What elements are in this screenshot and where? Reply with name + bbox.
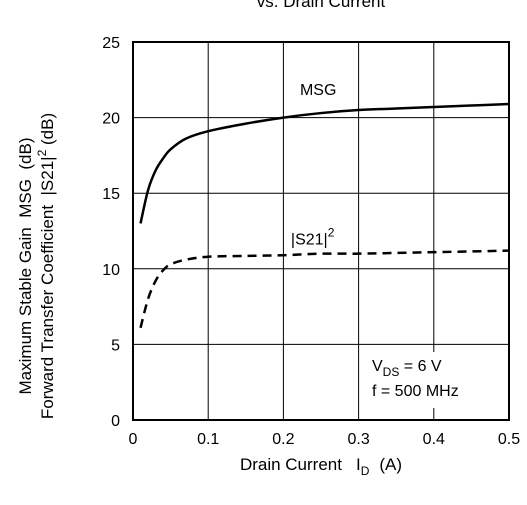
x-tick-label: 0.3: [347, 431, 369, 448]
x-tick-label: 0: [129, 431, 138, 448]
annotation-box-bg: [362, 352, 508, 408]
plot-frame: [132, 41, 510, 421]
y-axis-label-s21-sup: 2: [35, 149, 49, 156]
x-tick-label: 0.2: [272, 431, 294, 448]
y-tick-label: 15: [102, 186, 120, 203]
x-tick-label: 0.1: [197, 431, 219, 448]
y-tick-label: 10: [102, 262, 120, 279]
annotation-vds: VDS = 6 V: [372, 358, 442, 379]
x-tick-label: 0.4: [423, 431, 445, 448]
annotation-vds-value: = 6 V: [399, 358, 442, 375]
series-label-s21: |S21|2: [291, 226, 335, 249]
series-label-msg: MSG: [300, 82, 336, 99]
x-tick-labels: 0 0.1 0.2 0.3 0.4 0.5: [129, 431, 521, 448]
y-axis-label-msg: Maximum Stable Gain MSG (dB): [16, 138, 35, 395]
x-axis-label-symbol: I: [356, 455, 361, 474]
y-tick-labels: 0 5 10 15 20 25: [102, 35, 120, 430]
x-axis-label-sub: D: [361, 464, 370, 478]
y-tick-label: 0: [111, 413, 120, 430]
y-axis-label-s21-unit: (dB): [38, 113, 57, 150]
series-label-s21-text: |S21|: [291, 232, 328, 249]
annotation-freq: f = 500 MHz: [372, 383, 459, 400]
y-tick-label: 5: [111, 337, 120, 354]
y-axis-label-s21-text: Forward Transfer Coefficient |S21|: [38, 156, 57, 419]
annotation-vds-symbol: V: [372, 358, 383, 375]
series-line-msg: [139, 102, 510, 224]
y-tick-label: 20: [102, 111, 120, 128]
series-line-s21: [139, 249, 510, 329]
x-tick-label: 0.5: [498, 431, 520, 448]
series-label-s21-sup: 2: [328, 226, 335, 240]
series-lines: [139, 102, 510, 329]
x-axis-label: Drain Current ID (A): [240, 455, 402, 478]
chart-title: vs. Drain Current: [257, 0, 386, 11]
x-axis-label-text: Drain Current: [240, 455, 342, 474]
annotation-vds-sub: DS: [383, 365, 400, 379]
y-axis-label-s21: Forward Transfer Coefficient |S21|2 (dB): [35, 113, 57, 419]
y-tick-label: 25: [102, 35, 120, 52]
x-axis-label-unit: (A): [379, 455, 402, 474]
